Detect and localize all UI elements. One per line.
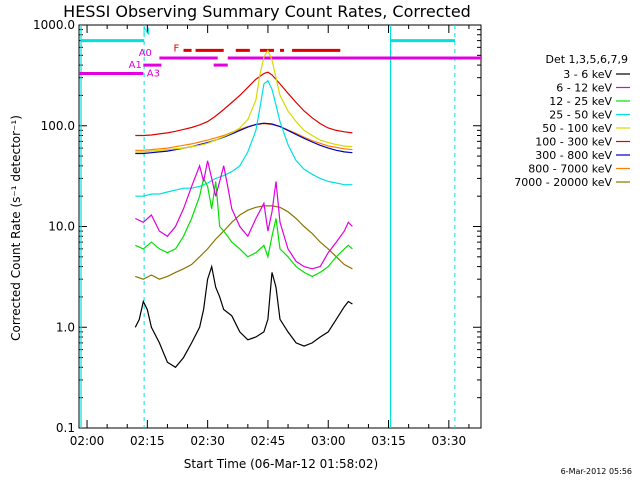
night-label: N bbox=[143, 27, 150, 38]
series-line bbox=[135, 79, 353, 197]
series-line bbox=[135, 205, 353, 280]
series-line bbox=[135, 122, 353, 155]
x-tick-label: 02:00 bbox=[70, 434, 105, 448]
y-tick-label: 1.0 bbox=[56, 320, 75, 334]
series-line bbox=[135, 71, 353, 137]
legend-title: Det 1,3,5,6,7,9 bbox=[545, 53, 628, 66]
legend-entry-label: 25 - 50 keV bbox=[549, 109, 612, 122]
series-line bbox=[135, 160, 353, 270]
y-axis-label: Corrected Count Rate (s⁻¹ detector⁻¹) bbox=[9, 115, 23, 341]
legend-entry-label: 12 - 25 keV bbox=[549, 95, 612, 108]
attenuator-label: A0 bbox=[139, 48, 152, 59]
legend-entry-label: 300 - 800 keV bbox=[535, 149, 612, 162]
x-tick-label: 02:30 bbox=[190, 434, 225, 448]
plot-area: 02:00 02:15 02:30 02:45 03:00 03:15 03:30 0.1 1.… bbox=[33, 18, 482, 448]
series-line bbox=[134, 264, 353, 369]
plot-frame bbox=[78, 24, 482, 429]
legend-entry-label: 800 - 7000 keV bbox=[528, 163, 612, 176]
x-tick-label: 02:15 bbox=[130, 434, 165, 448]
y-tick-label: 1000.0 bbox=[33, 18, 75, 32]
series-line bbox=[135, 49, 353, 153]
series-line bbox=[135, 176, 353, 278]
date-stamp: 6-Mar-2012 05:56 bbox=[561, 467, 632, 476]
chart-title: HESSI Observing Summary Count Rates, Cor… bbox=[63, 2, 471, 21]
attenuator-label: A3 bbox=[147, 69, 160, 80]
x-tick-label: 03:30 bbox=[432, 434, 467, 448]
flare-flag-label: F bbox=[174, 43, 180, 54]
x-axis-label: Start Time (06-Mar-12 01:58:02) bbox=[184, 457, 378, 471]
legend-entry-label: 7000 - 20000 keV bbox=[514, 176, 612, 189]
x-tick-label: 02:45 bbox=[251, 434, 286, 448]
legend-entry-label: 50 - 100 keV bbox=[542, 122, 612, 135]
y-tick-label: 0.1 bbox=[56, 421, 75, 435]
attenuator-label: A1 bbox=[129, 60, 142, 71]
x-tick-label: 03:15 bbox=[371, 434, 406, 448]
legend-entry-label: 6 - 12 keV bbox=[556, 82, 612, 95]
legend-entry-label: 3 - 6 keV bbox=[563, 68, 612, 81]
legend-entry-label: 100 - 300 keV bbox=[535, 136, 612, 149]
x-tick-label: 03:00 bbox=[311, 434, 346, 448]
y-tick-label: 100.0 bbox=[41, 119, 75, 133]
y-tick-label: 10.0 bbox=[48, 220, 75, 234]
series-line bbox=[135, 122, 353, 151]
